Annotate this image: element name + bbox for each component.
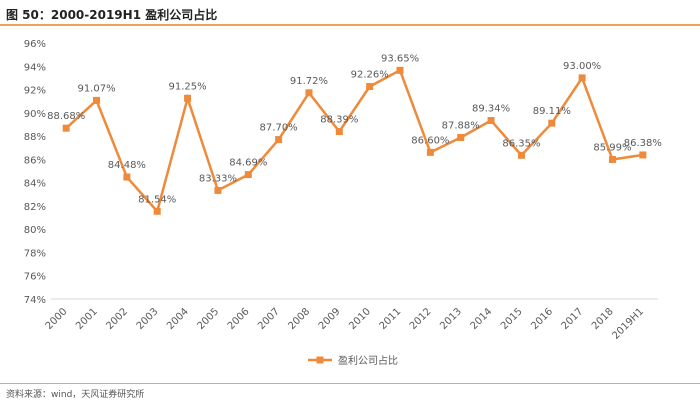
data-point [62,124,70,132]
x-tick-label: 2001 [74,306,100,332]
data-point [335,128,343,136]
data-point [578,74,586,82]
y-tick-label: 86% [24,155,46,166]
x-tick-label: 2005 [195,306,221,332]
x-tick-label: 2010 [347,306,373,332]
x-tick-label: 2019H1 [611,306,647,342]
data-point [426,148,434,156]
y-tick-label: 80% [24,225,46,236]
data-label: 86.38% [624,138,662,149]
data-label: 86.60% [411,135,449,146]
y-tick-label: 92% [24,86,46,97]
data-label: 83.33% [199,173,237,184]
y-tick-label: 96% [24,39,46,50]
legend-marker [316,356,324,364]
x-tick-label: 2008 [286,306,312,332]
data-point [275,136,283,144]
x-tick-label: 2009 [317,306,343,332]
data-label: 88.39% [320,115,358,126]
data-point [457,133,465,141]
data-point [366,83,374,91]
data-label: 93.00% [563,61,601,72]
x-tick-label: 2012 [408,306,434,332]
legend-label: 盈利公司占比 [338,354,398,367]
x-tick-label: 2011 [378,306,404,332]
x-tick-label: 2015 [499,306,525,332]
data-point [396,66,404,74]
data-label: 81.54% [138,194,176,205]
line-chart: 74% 76% 78% 80% 82% 84% 86% 88% 90% 92% 94% 96% 2000… [24,39,662,367]
y-tick-label: 82% [24,202,46,213]
x-tick-label: 2003 [135,306,161,332]
data-label: 91.72% [290,76,328,87]
data-point [184,94,192,102]
x-tick-label: 2000 [44,306,70,332]
x-tick-label: 2013 [438,306,464,332]
data-label: 84.48% [108,160,146,171]
x-tick-label: 2016 [529,306,555,332]
data-label: 87.88% [442,120,480,131]
y-tick-label: 94% [24,62,46,73]
series-line [65,68,643,214]
y-tick-label: 84% [24,179,46,190]
x-tick-label: 2017 [560,306,586,332]
data-point [244,171,252,179]
data-point [608,155,616,163]
data-point [487,116,495,124]
data-label: 91.25% [169,81,207,92]
x-tick-label: 2018 [590,306,616,332]
data-label: 86.35% [502,138,540,149]
data-point [305,89,313,97]
data-label: 88.68% [47,111,85,122]
data-label: 92.26% [351,70,389,81]
x-tick-label: 2006 [226,306,252,332]
x-tick-label: 2007 [256,306,282,332]
y-tick-label: 88% [24,132,46,143]
data-point [214,186,222,194]
title-divider [0,24,700,26]
data-label: 91.07% [77,83,115,94]
data-point [548,119,556,127]
data-point [517,151,525,159]
data-label: 89.11% [533,106,571,117]
y-tick-label: 78% [24,248,46,259]
data-label: 85.99% [593,142,631,153]
chart-container: 74% 76% 78% 80% 82% 84% 86% 88% 90% 92% 94% 96% 2000… [0,26,700,380]
data-label: 87.70% [260,123,298,134]
footer-divider [0,383,700,384]
data-point [153,207,161,215]
data-point [93,96,101,104]
y-tick-label: 74% [24,295,46,306]
x-tick-label: 2014 [469,306,495,332]
figure-title: 图 50：2000-2019H1 盈利公司占比 [6,8,218,22]
data-label: 89.34% [472,103,510,114]
data-point [639,151,647,159]
y-tick-label: 76% [24,272,46,283]
x-tick-label: 2004 [165,306,191,332]
data-label: 93.65% [381,53,419,64]
data-label: 84.69% [229,158,267,169]
data-point [123,173,131,181]
y-tick-label: 90% [24,109,46,120]
x-tick-label: 2002 [104,306,130,332]
source-note: 资料来源：wind，天风证券研究所 [6,390,145,400]
